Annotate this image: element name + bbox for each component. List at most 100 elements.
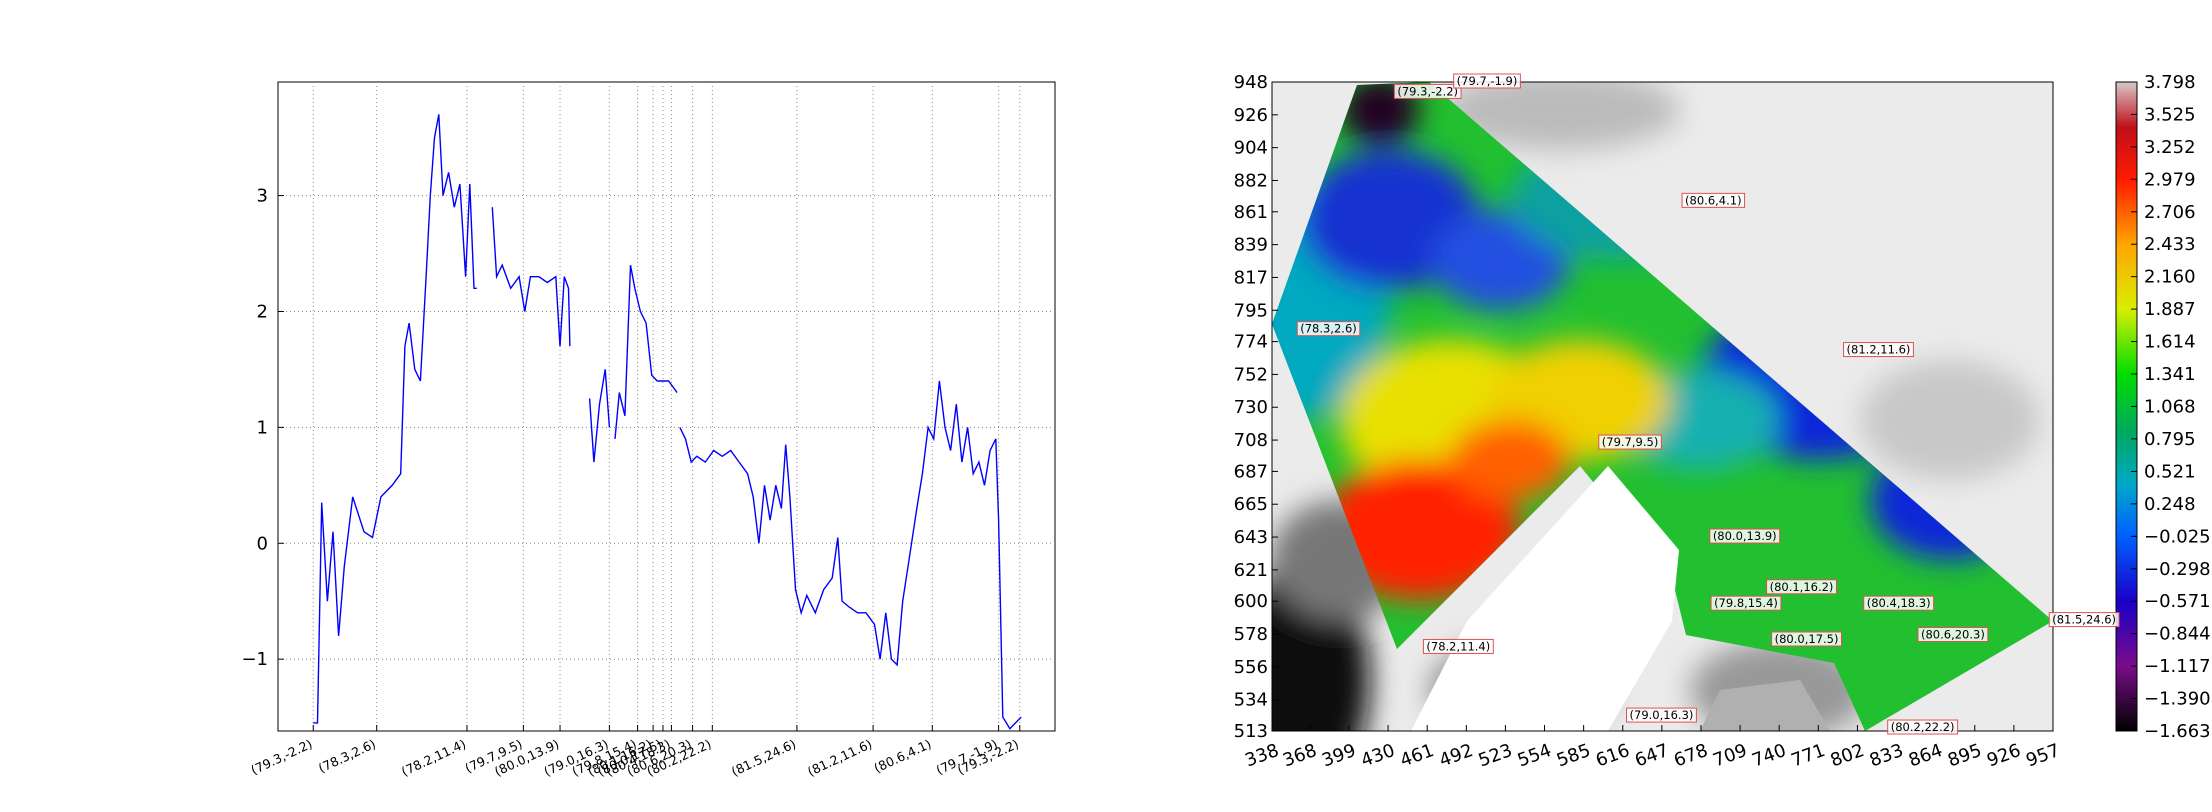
station-box [1393,83,1462,99]
x-tick-label: 585 [1554,740,1593,771]
x-tick-label: (79.3,-2.2) [248,736,314,777]
land [1411,466,1679,731]
y-tick-label: 600 [1234,591,1268,612]
y-tick-label: 861 [1234,202,1268,223]
station-text: (80.6,20.3) [1921,628,1985,642]
y-tick-label: 774 [1234,332,1268,353]
station-text: (79.3,-2.2) [1397,84,1458,98]
y-tick-label: 578 [1234,624,1268,645]
x-tick-label: (78.3,2.6) [316,736,378,776]
colorbar-tick-label: 1.341 [2144,364,2196,385]
colorbar-tick-label: 3.798 [2144,72,2196,93]
map-frame [1271,81,2054,732]
station-box [1681,192,1746,208]
station-box [1766,579,1837,595]
y-tick-label: 904 [1234,138,1268,159]
station-text: (80.2,22.2) [1891,720,1955,734]
x-tick-label: 771 [1789,740,1828,771]
line-series [313,114,1022,730]
x-tick-label: (81.5,24.6) [729,736,798,779]
station-box [1710,595,1782,611]
station-text: (80.0,13.9) [1713,529,1777,543]
y-tick-label: 795 [1234,300,1268,321]
station-text: (81.2,11.6) [1847,343,1911,357]
x-tick-label: 740 [1749,740,1788,771]
station-label: (80.1,16.2) [1766,579,1837,595]
colorbar-tick-label: 0.521 [2144,461,2196,482]
y-tick-label: 882 [1234,170,1268,191]
x-tick-label: 430 [1358,740,1397,771]
y-tick-label: 752 [1234,364,1268,385]
x-tick-label: 338 [1242,740,1281,771]
plot-frame [277,81,1056,732]
y-tick-label: 621 [1234,560,1268,581]
y-tick-label: 3 [257,186,268,207]
station-text: (80.0,17.5) [1775,632,1839,646]
x-tick-label: 709 [1710,740,1749,771]
colorbar-tick-label: −0.298 [2144,559,2211,580]
station-label: (81.5,24.6) [2048,612,2120,628]
y-tick-label: 534 [1234,690,1268,711]
station-label: (79.0,16.3) [1626,707,1697,723]
colorbar-tick-label: 2.160 [2144,267,2196,288]
y-tick-label: 665 [1234,494,1268,515]
station-box [1598,434,1662,450]
station-box [2048,612,2120,628]
x-tick-label: 461 [1397,740,1436,771]
x-tick-label: 492 [1437,740,1476,771]
y-tick-label: 839 [1234,235,1268,256]
x-tick-label: 399 [1319,740,1358,771]
station-label: (80.0,13.9) [1709,528,1781,544]
x-tick-label: 957 [2023,740,2062,771]
colorbar-tick-label: 1.068 [2144,396,2196,417]
colorbar-tick-label: 1.887 [2144,299,2196,320]
y-tick-label: 513 [1234,721,1268,742]
station-label: (80.4,18.3) [1863,595,1935,611]
y-tick-label: −1 [241,649,268,670]
x-tick-label: (80.6,4.1) [872,736,934,776]
station-text: (79.8,15.4) [1714,596,1778,610]
station-text: (79.7,-1.9) [1457,74,1518,88]
y-tick-label: 926 [1234,105,1268,126]
station-box [1771,631,1842,647]
station-label: (80.6,20.3) [1917,627,1989,643]
x-tick-label: (81.2,11.6) [805,736,874,779]
land-shade [1700,680,1830,731]
station-box [1887,719,1959,735]
station-text: (79.0,16.3) [1630,708,1694,722]
y-tick-label: 1 [257,417,268,438]
x-tick-label: 926 [1984,740,2023,771]
y-tick-label: 730 [1234,397,1268,418]
station-text: (78.3,2.6) [1300,322,1357,336]
y-tick-label: 948 [1234,72,1268,93]
colorbar-tick-label: −0.571 [2144,591,2211,612]
station-text: (79.7,9.5) [1602,435,1659,449]
colorbar-tick-label: 1.614 [2144,332,2196,353]
colorbar-tick-label: 0.795 [2144,429,2196,450]
station-box [1422,638,1494,654]
x-tick-label: 864 [1906,740,1945,771]
x-tick-label: 523 [1476,740,1515,771]
station-text: (80.6,4.1) [1685,193,1742,207]
colorbar-tick-label: 0.248 [2144,494,2196,515]
station-label: (79.8,15.4) [1710,595,1782,611]
y-tick-label: 687 [1234,461,1268,482]
y-tick-label: 556 [1234,657,1268,678]
station-box [1863,595,1935,611]
colorbar-tick-label: −0.025 [2144,526,2211,547]
station-label: (79.3,-2.2) [1393,83,1462,99]
x-tick-label: 554 [1515,740,1554,771]
colorbar-tick-label: 2.979 [2144,169,2196,190]
station-text: (80.1,16.2) [1770,580,1834,594]
station-label: (78.3,2.6) [1296,321,1361,337]
x-tick-label: 616 [1593,740,1632,771]
colorbar-tick-label: −1.663 [2144,721,2211,742]
y-tick-label: 708 [1234,430,1268,451]
station-label: (79.7,-1.9) [1453,73,1521,89]
station-label: (80.2,22.2) [1887,719,1959,735]
y-tick-label: 2 [257,301,268,322]
map-image [1272,82,2053,731]
station-box [1296,321,1361,337]
station-label: (80.6,4.1) [1681,192,1746,208]
